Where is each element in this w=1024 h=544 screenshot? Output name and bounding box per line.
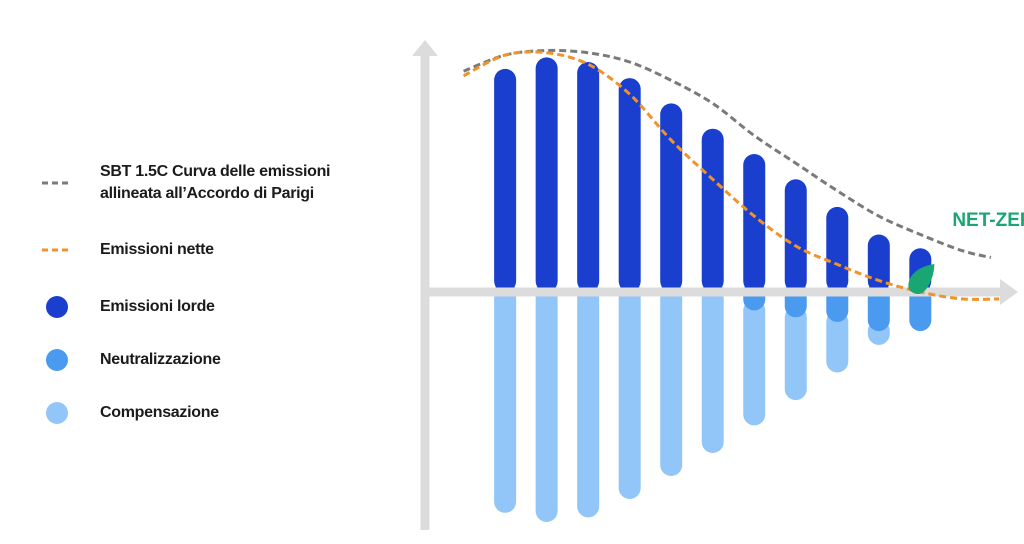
compensation-bar xyxy=(660,281,683,476)
gross-emission-bar xyxy=(618,78,641,292)
compensation-bar xyxy=(494,281,517,513)
compensation-bar xyxy=(784,306,807,401)
gross-emission-bar xyxy=(660,103,683,293)
legend-label: Compensazione xyxy=(100,404,219,421)
net-emissions-curve xyxy=(462,50,1000,301)
legend-label: Neutralizzazione xyxy=(100,351,221,368)
net-zero-leaf xyxy=(908,264,935,294)
legend-dot-icon xyxy=(46,402,68,424)
compensation-bar xyxy=(743,299,766,426)
legend-label: Emissioni nette xyxy=(100,241,214,258)
gross-emission-bar xyxy=(743,154,766,292)
gross-emission-bar xyxy=(535,57,558,293)
sbt-curve xyxy=(463,48,992,259)
gross-emission-bar xyxy=(784,179,807,292)
gross-emission-bar xyxy=(826,206,849,292)
legend-label: SBT 1.5C Curva delle emissioni allineata… xyxy=(100,163,331,202)
legend-dot-icon xyxy=(46,349,68,371)
compensation-bar xyxy=(826,310,849,373)
y-axis-arrow xyxy=(412,40,438,56)
compensation-bar xyxy=(577,281,600,518)
compensation-bar xyxy=(535,281,558,522)
x-axis-arrow xyxy=(1000,279,1018,305)
gross-emission-bar xyxy=(494,68,517,293)
compensation-bar xyxy=(618,281,641,499)
gross-emission-bar xyxy=(701,128,724,292)
compensation-bar xyxy=(701,281,724,453)
legend-dot-icon xyxy=(46,296,68,318)
gross-emission-bar xyxy=(867,234,890,292)
gross-emission-bar xyxy=(577,62,600,292)
net-zero-label: NET-ZERO xyxy=(952,210,1024,231)
legend-label: Emissioni lorde xyxy=(100,298,215,315)
